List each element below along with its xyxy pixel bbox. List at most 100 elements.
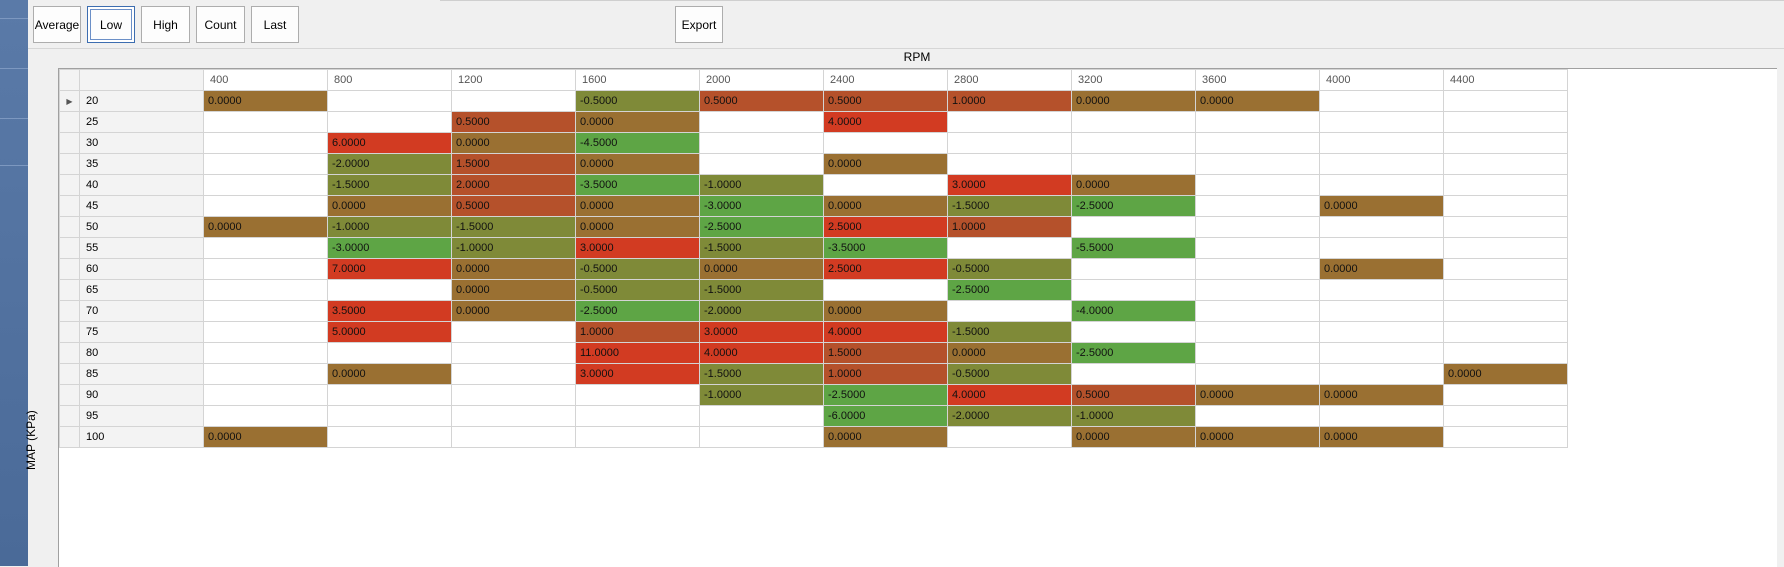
grid-cell[interactable] <box>1443 300 1568 322</box>
row-selector[interactable] <box>59 195 80 217</box>
grid-cell[interactable] <box>203 384 328 406</box>
grid-cell[interactable] <box>1443 321 1568 343</box>
grid-cell[interactable]: 0.5000 <box>823 90 948 112</box>
grid-cell[interactable]: -1.5000 <box>699 363 824 385</box>
grid-cell[interactable]: 1.0000 <box>947 216 1072 238</box>
grid-cell[interactable]: -1.0000 <box>699 174 824 196</box>
grid-cell[interactable] <box>699 153 824 175</box>
grid-cell[interactable]: -1.5000 <box>947 195 1072 217</box>
grid-cell[interactable] <box>1443 90 1568 112</box>
grid-cell[interactable] <box>1195 321 1320 343</box>
grid-cell[interactable] <box>1195 363 1320 385</box>
grid-cell[interactable]: 0.0000 <box>1319 426 1444 448</box>
high-button[interactable]: High <box>141 6 190 43</box>
grid-cell[interactable]: 0.0000 <box>451 279 576 301</box>
grid-cell[interactable]: 4.0000 <box>823 321 948 343</box>
column-header-rpm[interactable]: 4400 <box>1443 69 1568 91</box>
grid-cell[interactable] <box>1195 279 1320 301</box>
grid-cell[interactable]: -1.5000 <box>699 279 824 301</box>
grid-cell[interactable] <box>1071 111 1196 133</box>
grid-cell[interactable] <box>1319 279 1444 301</box>
grid-cell[interactable]: -3.0000 <box>699 195 824 217</box>
row-selector[interactable] <box>59 153 80 175</box>
grid-cell[interactable] <box>1443 237 1568 259</box>
grid-cell[interactable]: -2.0000 <box>327 153 452 175</box>
grid-cell[interactable]: 0.0000 <box>1195 384 1320 406</box>
column-header-rpm[interactable]: 3600 <box>1195 69 1320 91</box>
grid-cell[interactable] <box>1071 321 1196 343</box>
grid-cell[interactable] <box>1319 321 1444 343</box>
grid-cell[interactable]: 0.0000 <box>1319 195 1444 217</box>
grid-cell[interactable] <box>203 132 328 154</box>
grid-cell[interactable] <box>823 279 948 301</box>
table-row[interactable]: 55 -3.0000 -1.0000 3.0000 -1.5000 -3.5000 -5.5… <box>59 237 1568 259</box>
grid-cell[interactable]: 0.5000 <box>451 111 576 133</box>
grid-cell[interactable]: 0.0000 <box>1071 426 1196 448</box>
table-row[interactable]: 75 5.0000 1.0000 3.0000 4.0000 -1.5000 <box>59 321 1568 343</box>
grid-cell[interactable] <box>1319 216 1444 238</box>
grid-cell[interactable] <box>947 300 1072 322</box>
grid-cell[interactable] <box>947 132 1072 154</box>
grid-cell[interactable]: 1.5000 <box>823 342 948 364</box>
grid-cell[interactable] <box>1319 405 1444 427</box>
grid-cell[interactable] <box>1195 132 1320 154</box>
last-button[interactable]: Last <box>251 6 299 43</box>
grid-cell[interactable] <box>327 279 452 301</box>
grid-cell[interactable]: -2.5000 <box>1071 195 1196 217</box>
grid-cell[interactable]: 1.0000 <box>575 321 700 343</box>
grid-cell[interactable]: -0.5000 <box>947 363 1072 385</box>
data-grid[interactable]: 400 800 1200 1600 2000 2400 2800 3200 3600 4000 44… <box>58 68 1777 567</box>
table-row[interactable]: 25 0.5000 0.0000 4.0000 <box>59 111 1568 133</box>
grid-cell[interactable] <box>575 405 700 427</box>
grid-cell[interactable] <box>1319 153 1444 175</box>
grid-cell[interactable] <box>947 111 1072 133</box>
grid-cell[interactable] <box>203 195 328 217</box>
grid-cell[interactable] <box>327 342 452 364</box>
grid-cell[interactable] <box>203 405 328 427</box>
row-selector[interactable] <box>59 405 80 427</box>
column-header-rpm[interactable]: 2800 <box>947 69 1072 91</box>
grid-cell[interactable] <box>451 90 576 112</box>
grid-cell[interactable]: 0.0000 <box>203 426 328 448</box>
grid-cell[interactable] <box>1443 258 1568 280</box>
grid-cell[interactable]: 4.0000 <box>699 342 824 364</box>
column-header-rpm[interactable]: 2000 <box>699 69 824 91</box>
grid-cell[interactable]: -0.5000 <box>575 279 700 301</box>
row-selector[interactable] <box>59 279 80 301</box>
grid-cell[interactable] <box>1319 342 1444 364</box>
grid-cell[interactable] <box>451 405 576 427</box>
grid-cell[interactable] <box>327 384 452 406</box>
grid-cell[interactable]: 0.0000 <box>575 153 700 175</box>
grid-cell[interactable]: 3.0000 <box>575 237 700 259</box>
grid-cell[interactable] <box>1319 300 1444 322</box>
grid-cell[interactable] <box>451 321 576 343</box>
grid-cell[interactable]: -1.0000 <box>1071 405 1196 427</box>
grid-cell[interactable] <box>327 90 452 112</box>
grid-cell[interactable] <box>1195 237 1320 259</box>
grid-cell[interactable] <box>203 342 328 364</box>
grid-cell[interactable]: 0.0000 <box>1319 258 1444 280</box>
grid-cell[interactable] <box>1071 258 1196 280</box>
grid-cell[interactable] <box>947 426 1072 448</box>
grid-cell[interactable] <box>1319 237 1444 259</box>
grid-cell[interactable]: 1.0000 <box>823 363 948 385</box>
grid-cell[interactable] <box>1443 405 1568 427</box>
grid-cell[interactable] <box>823 132 948 154</box>
grid-cell[interactable] <box>1443 279 1568 301</box>
grid-cell[interactable] <box>1319 363 1444 385</box>
grid-cell[interactable] <box>451 426 576 448</box>
grid-cell[interactable]: 0.0000 <box>451 132 576 154</box>
column-header-rpm[interactable]: 400 <box>203 69 328 91</box>
grid-cell[interactable] <box>1443 342 1568 364</box>
grid-cell[interactable] <box>1195 258 1320 280</box>
grid-cell[interactable] <box>1195 342 1320 364</box>
grid-cell[interactable] <box>1319 90 1444 112</box>
row-selector[interactable] <box>59 321 80 343</box>
grid-cell[interactable]: 0.0000 <box>451 258 576 280</box>
grid-cell[interactable] <box>203 363 328 385</box>
grid-cell[interactable] <box>451 342 576 364</box>
grid-cell[interactable] <box>1319 111 1444 133</box>
column-header-rpm[interactable]: 4000 <box>1319 69 1444 91</box>
grid-cell[interactable]: 0.0000 <box>575 216 700 238</box>
grid-cell[interactable]: -1.0000 <box>451 237 576 259</box>
